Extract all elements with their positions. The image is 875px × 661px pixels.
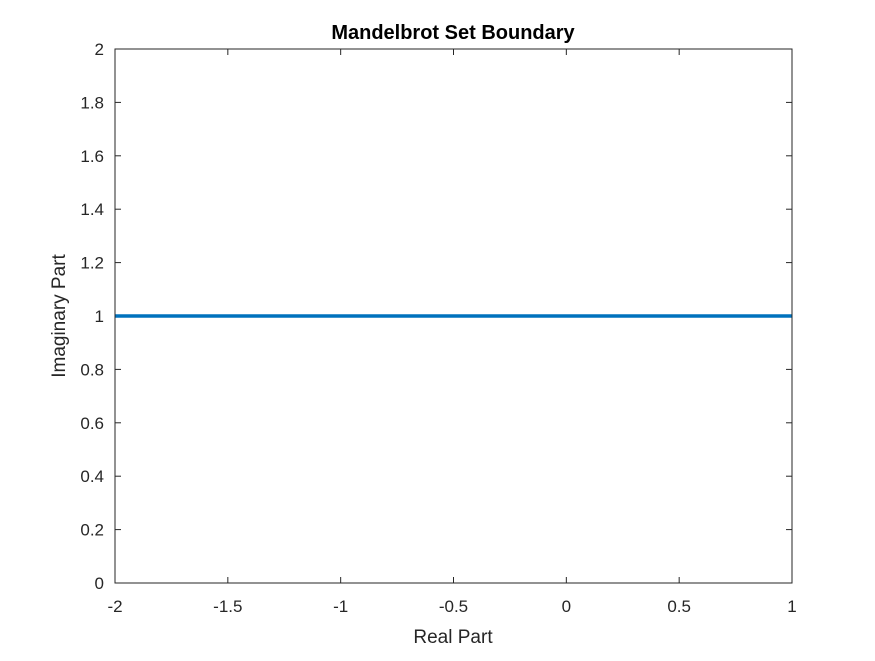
y-tick-label: 2 xyxy=(95,40,104,59)
y-tick-label: 0.4 xyxy=(80,467,104,486)
y-axis-label: Imaginary Part xyxy=(49,254,70,378)
y-tick-label: 1 xyxy=(95,307,104,326)
x-tick-label: 1 xyxy=(787,597,796,616)
x-tick-label: -1 xyxy=(333,597,348,616)
x-tick-label: -1.5 xyxy=(213,597,242,616)
y-tick-label: 1.6 xyxy=(80,147,104,166)
x-tick-label: -0.5 xyxy=(439,597,468,616)
x-tick-label: 0.5 xyxy=(667,597,691,616)
x-axis-label: Real Part xyxy=(413,627,493,648)
y-ticks: 0 0.2 0.4 0.6 0.8 1 1.2 1.4 1.6 1.8 2 xyxy=(80,40,792,593)
plot-frame xyxy=(114,48,793,584)
y-tick-label: 0.2 xyxy=(80,521,104,540)
x-tick-label: 0 xyxy=(562,597,571,616)
x-ticks: -2 -1.5 -1 -0.5 0 0.5 1 xyxy=(107,49,797,616)
chart-title: Mandelbrot Set Boundary xyxy=(331,22,575,44)
x-tick-label: -2 xyxy=(107,597,122,616)
y-tick-label: 0.6 xyxy=(80,414,104,433)
y-tick-label: 0 xyxy=(95,574,104,593)
y-tick-label: 1.2 xyxy=(80,254,104,273)
y-tick-label: 0.8 xyxy=(80,360,104,379)
y-tick-label: 1.4 xyxy=(80,200,104,219)
y-tick-label: 1.8 xyxy=(80,93,104,112)
